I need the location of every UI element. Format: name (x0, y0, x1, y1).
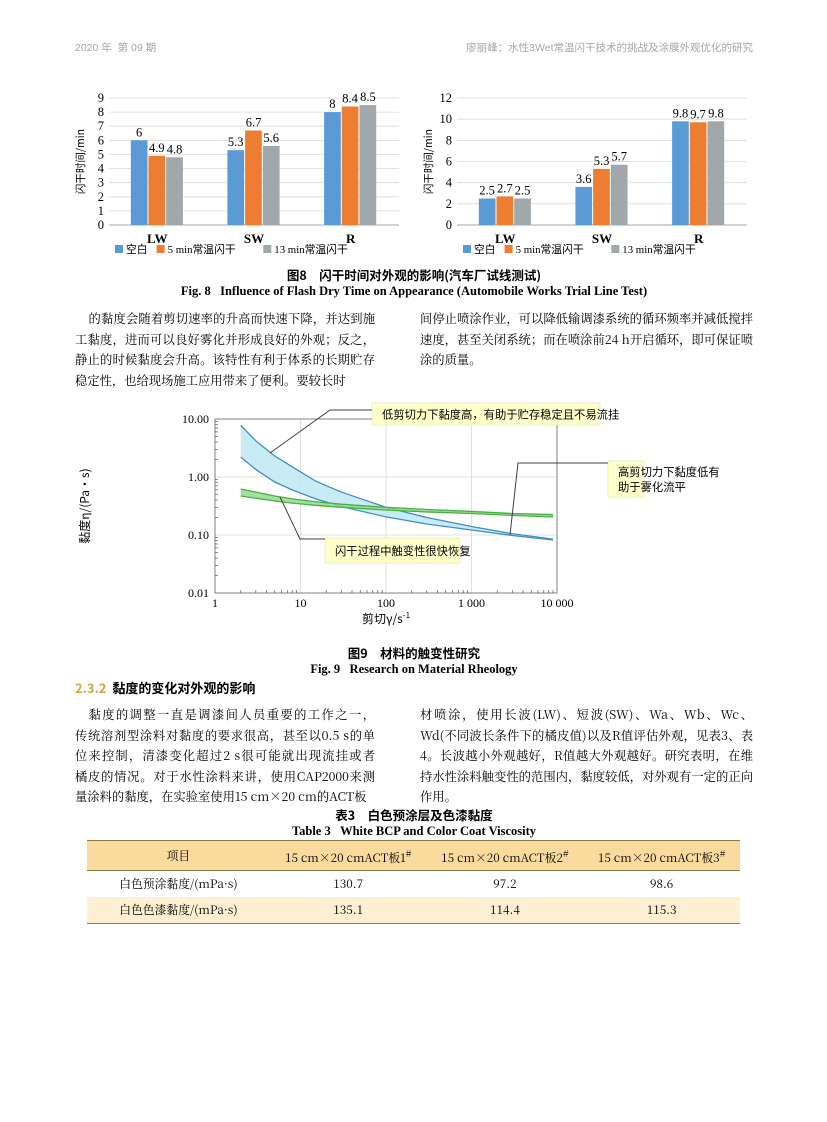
svg-text:闪干时间/min: 闪干时间/min (75, 129, 88, 194)
svg-text:8: 8 (446, 133, 452, 147)
svg-text:2: 2 (446, 197, 452, 211)
svg-text:空白: 空白 (474, 242, 496, 256)
svg-text:4.9: 4.9 (149, 141, 165, 155)
svg-text:3: 3 (98, 176, 104, 190)
svg-text:8.5: 8.5 (360, 90, 376, 104)
svg-text:SW: SW (244, 231, 264, 246)
svg-text:黏度η/(Pa·s): 黏度η/(Pa·s) (76, 468, 93, 543)
svg-text:9: 9 (98, 91, 104, 105)
svg-text:2: 2 (98, 190, 104, 204)
svg-text:4: 4 (446, 176, 453, 190)
svg-text:9.7: 9.7 (690, 107, 706, 121)
svg-text:9.8: 9.8 (708, 106, 724, 120)
svg-text:LW: LW (495, 231, 515, 246)
svg-text:5 min常温闪干: 5 min常温闪干 (516, 242, 584, 256)
svg-text:8.4: 8.4 (342, 92, 358, 106)
svg-text:2.5: 2.5 (479, 184, 495, 198)
svg-text:低剪切力下黏度高，有助于贮存稳定且不易流挂: 低剪切力下黏度高，有助于贮存稳定且不易流挂 (382, 407, 619, 423)
svg-text:6: 6 (446, 155, 452, 169)
svg-text:6.7: 6.7 (246, 116, 262, 130)
svg-text:8: 8 (98, 105, 104, 119)
svg-text:5.6: 5.6 (263, 131, 279, 145)
svg-text:空白: 空白 (126, 242, 148, 256)
svg-text:2.7: 2.7 (497, 181, 513, 195)
svg-text:5 min常温闪干: 5 min常温闪干 (168, 242, 236, 256)
svg-text:0: 0 (446, 218, 452, 232)
svg-text:0.10: 0.10 (188, 528, 209, 542)
svg-text:助于雾化流平: 助于雾化流平 (618, 479, 686, 495)
svg-text:闪干过程中触变性很快恢复: 闪干过程中触变性很快恢复 (335, 543, 471, 559)
svg-text:10: 10 (440, 112, 453, 126)
svg-text:6: 6 (136, 125, 142, 139)
svg-text:1: 1 (212, 596, 218, 610)
svg-text:闪干时间/min: 闪干时间/min (423, 129, 436, 194)
svg-text:3.6: 3.6 (576, 172, 592, 186)
svg-text:高剪切力下黏度低有: 高剪切力下黏度低有 (618, 464, 720, 480)
svg-text:9.8: 9.8 (673, 106, 689, 120)
svg-text:10: 10 (295, 596, 307, 610)
svg-text:7: 7 (98, 119, 104, 133)
svg-text:13 min常温闪干: 13 min常温闪干 (274, 242, 348, 256)
svg-text:12: 12 (440, 91, 453, 105)
svg-text:100: 100 (377, 596, 395, 610)
svg-text:4.8: 4.8 (167, 142, 183, 156)
svg-text:1 000: 1 000 (458, 596, 485, 610)
svg-text:0.01: 0.01 (188, 586, 209, 600)
svg-text:8: 8 (329, 97, 335, 111)
svg-text:4: 4 (98, 162, 105, 176)
svg-text:10.00: 10.00 (182, 412, 209, 426)
svg-text:1: 1 (98, 204, 104, 218)
svg-text:1.00: 1.00 (188, 470, 209, 484)
svg-text:6: 6 (98, 133, 104, 147)
svg-text:5.3: 5.3 (594, 154, 610, 168)
svg-text:5: 5 (98, 147, 104, 161)
svg-text:13 min常温闪干: 13 min常温闪干 (622, 242, 696, 256)
svg-text:2.5: 2.5 (515, 184, 531, 198)
svg-text:SW: SW (592, 231, 612, 246)
svg-text:5.3: 5.3 (228, 135, 244, 149)
svg-text:0: 0 (98, 218, 104, 232)
svg-text:LW: LW (147, 231, 167, 246)
svg-text:10 000: 10 000 (541, 596, 574, 610)
svg-text:5.7: 5.7 (611, 150, 627, 164)
